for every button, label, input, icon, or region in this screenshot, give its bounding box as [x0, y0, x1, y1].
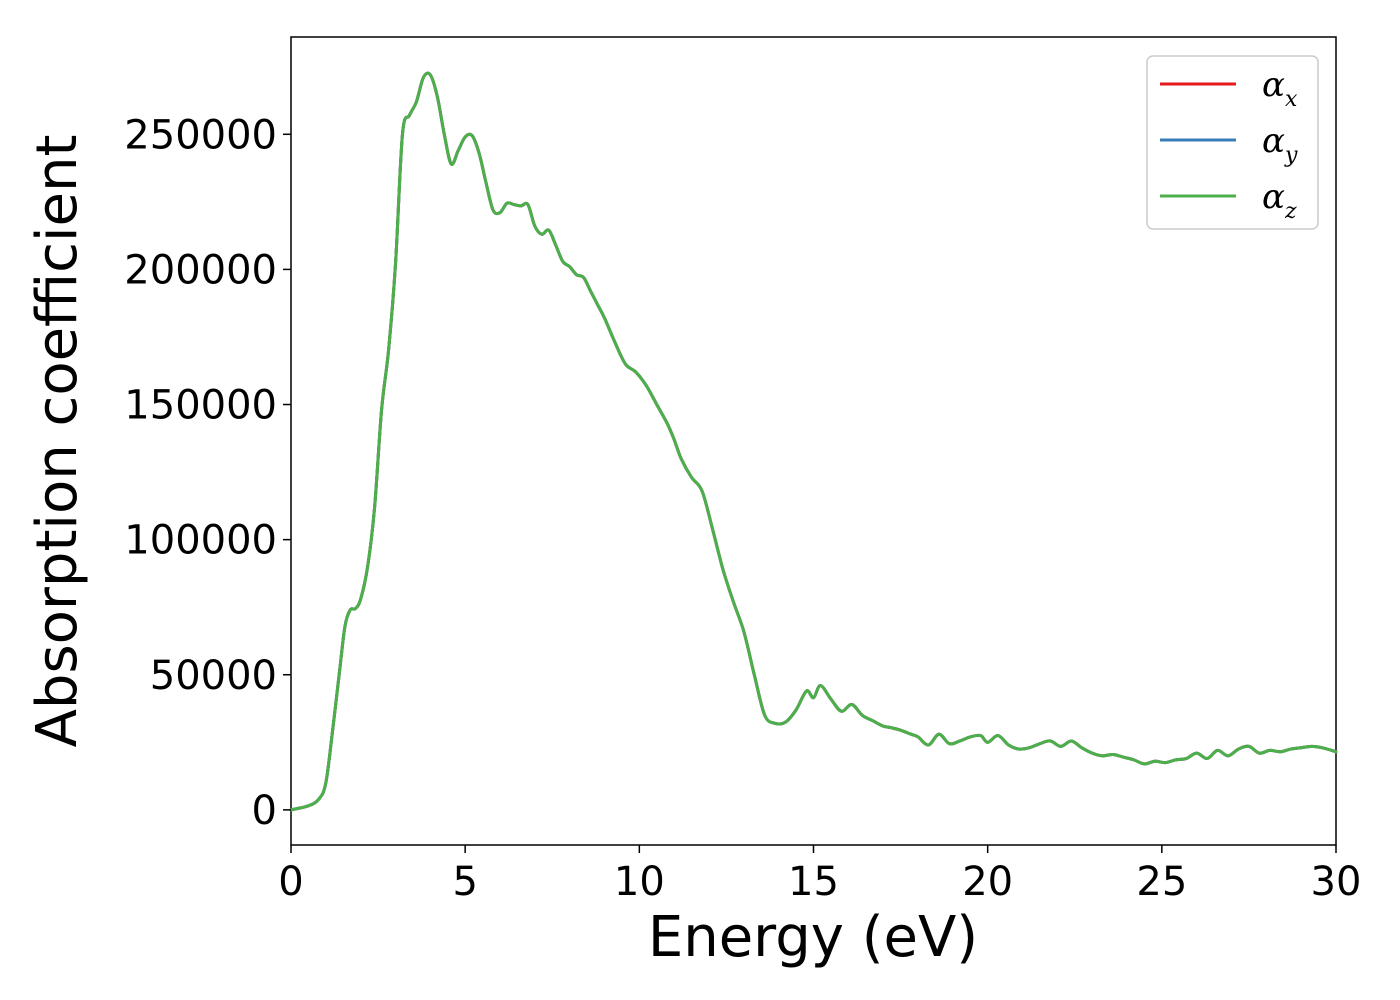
y-axis: 0 50000 100000 150000 200000 250000 [124, 112, 291, 834]
y-axis-title: Absorption coefficient [25, 135, 90, 748]
x-tick-label: 10 [614, 859, 665, 905]
x-axis-title: Energy (eV) [648, 905, 978, 970]
series-layer [289, 71, 1338, 812]
x-tick-label: 20 [962, 859, 1013, 905]
y-tick-label: 0 [252, 788, 277, 834]
y-tick-label: 100000 [124, 518, 277, 564]
y-tick-label: 150000 [124, 383, 277, 429]
x-tick-label: 0 [278, 859, 303, 905]
x-tick-label: 15 [788, 859, 839, 905]
x-tick-label: 30 [1311, 859, 1362, 905]
x-axis: 0 5 10 15 20 25 30 [278, 845, 1361, 905]
y-tick-label: 200000 [124, 247, 277, 293]
series-line-alpha-z [289, 71, 1338, 812]
y-tick-label: 50000 [150, 653, 277, 699]
legend-box [1146, 55, 1319, 230]
x-tick-label: 25 [1136, 859, 1187, 905]
x-tick-label: 5 [452, 859, 477, 905]
y-tick-label: 250000 [124, 112, 277, 158]
